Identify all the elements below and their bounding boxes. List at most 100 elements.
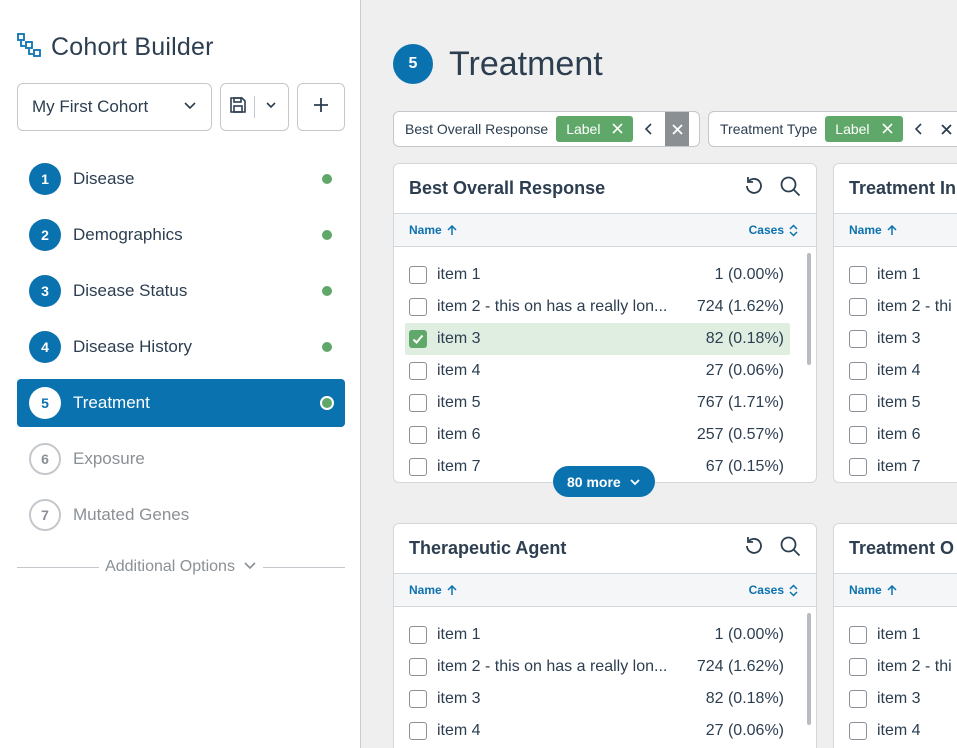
card-title: Best Overall Response	[409, 178, 606, 198]
step-mutated-genes[interactable]: 7 Mutated Genes	[17, 491, 345, 539]
scrollbar[interactable]	[807, 253, 811, 365]
list-item[interactable]: item 1	[834, 619, 957, 651]
checkbox[interactable]	[409, 298, 427, 316]
checkbox[interactable]	[849, 426, 867, 444]
list-item[interactable]: item 2 - thi	[834, 291, 957, 323]
step-demographics[interactable]: 2 Demographics	[17, 211, 345, 259]
checkbox[interactable]	[849, 722, 867, 740]
filter-chip-tag[interactable]: Label	[556, 116, 634, 142]
list-item[interactable]: item 2 - thi	[834, 651, 957, 683]
filter-chip-tag-label: Label	[566, 121, 601, 137]
list-item[interactable]: item 3 82 (0.18%)	[394, 683, 816, 715]
list-item[interactable]: item 1 1 (0.00%)	[394, 619, 816, 651]
list-item[interactable]: item 6	[834, 419, 957, 451]
chevron-left-icon[interactable]	[633, 123, 665, 135]
sort-by-name-button[interactable]: Name	[849, 223, 897, 237]
checkbox[interactable]	[849, 394, 867, 412]
show-more-button[interactable]: 80 more	[553, 466, 655, 497]
list-item[interactable]: item 4 27 (0.06%)	[394, 355, 816, 387]
checkbox-checked[interactable]	[409, 330, 427, 348]
step-exposure[interactable]: 6 Exposure	[17, 435, 345, 483]
checkbox[interactable]	[849, 362, 867, 380]
checkbox[interactable]	[849, 266, 867, 284]
list-item[interactable]: item 7	[834, 451, 957, 482]
filter-chip-tag[interactable]: Label	[825, 116, 903, 142]
step-number: 1	[29, 163, 61, 195]
list-item[interactable]: item 5	[834, 387, 957, 419]
reset-icon[interactable]	[743, 175, 765, 202]
save-options-button[interactable]	[255, 84, 288, 130]
list-item-selected[interactable]: item 3 82 (0.18%)	[405, 323, 790, 355]
checkbox[interactable]	[409, 626, 427, 644]
item-label: item 5	[437, 394, 481, 411]
step-number: 3	[29, 275, 61, 307]
sort-by-cases-button[interactable]: Cases	[749, 223, 798, 237]
list-item[interactable]: item 4 27 (0.06%)	[394, 715, 816, 747]
close-icon[interactable]	[612, 121, 624, 137]
sort-icon	[789, 583, 798, 597]
save-button[interactable]	[221, 84, 254, 130]
chevron-left-icon[interactable]	[903, 123, 935, 135]
list-item[interactable]: item 5 767 (1.71%)	[394, 387, 816, 419]
remove-filter-button[interactable]	[665, 112, 690, 146]
step-disease[interactable]: 1 Disease	[17, 155, 345, 203]
item-label: item 4	[437, 362, 481, 379]
checkbox[interactable]	[409, 394, 427, 412]
step-label: Exposure	[73, 449, 145, 468]
reset-icon[interactable]	[743, 535, 765, 562]
item-label: item 4	[877, 362, 921, 379]
checkbox[interactable]	[409, 690, 427, 708]
checkbox[interactable]	[409, 722, 427, 740]
step-treatment[interactable]: 5 Treatment	[17, 379, 345, 427]
list-item[interactable]: item 2 - this on has a really lon... 724…	[394, 291, 816, 323]
checkbox[interactable]	[849, 690, 867, 708]
step-disease-history[interactable]: 4 Disease History	[17, 323, 345, 371]
page-title: Treatment	[449, 44, 603, 83]
sort-by-name-button[interactable]: Name	[409, 223, 457, 237]
item-label: item 1	[437, 626, 481, 643]
sort-by-cases-button[interactable]: Cases	[749, 583, 798, 597]
search-icon[interactable]	[779, 535, 801, 562]
search-icon[interactable]	[779, 175, 801, 202]
checkbox[interactable]	[849, 298, 867, 316]
column-header: Name	[834, 214, 957, 247]
checkbox[interactable]	[409, 458, 427, 476]
page-header: 5 Treatment	[393, 44, 603, 84]
status-dot-icon	[322, 230, 332, 240]
close-icon[interactable]	[881, 121, 893, 137]
list-item[interactable]: item 1 1 (0.00%)	[394, 259, 816, 291]
save-icon	[229, 96, 247, 119]
list-item[interactable]: item 3	[834, 683, 957, 715]
list-item[interactable]: item 6 257 (0.57%)	[394, 419, 816, 451]
facet-list: item 1 item 2 - thi item 3 item 4	[834, 607, 957, 747]
checkbox[interactable]	[849, 626, 867, 644]
list-item[interactable]: item 3	[834, 323, 957, 355]
checkbox[interactable]	[849, 330, 867, 348]
list-item[interactable]: item 4	[834, 715, 957, 747]
step-disease-status[interactable]: 3 Disease Status	[17, 267, 345, 315]
step-number: 7	[29, 499, 61, 531]
checkbox[interactable]	[849, 458, 867, 476]
step-label: Disease	[73, 169, 135, 188]
list-item[interactable]: item 7 67 (0.15%)	[394, 451, 816, 482]
scrollbar[interactable]	[807, 613, 811, 725]
cohort-select[interactable]: My First Cohort	[17, 83, 212, 131]
checkbox[interactable]	[409, 266, 427, 284]
checkbox[interactable]	[849, 658, 867, 676]
item-count: 724 (1.62%)	[696, 298, 784, 315]
additional-options-toggle[interactable]: Additional Options	[99, 558, 263, 577]
list-item[interactable]: item 4	[834, 355, 957, 387]
add-cohort-button[interactable]	[297, 83, 345, 131]
checkbox[interactable]	[409, 658, 427, 676]
list-item[interactable]: item 2 - this on has a really lon... 724…	[394, 651, 816, 683]
cohort-select-value: My First Cohort	[32, 97, 149, 116]
item-label: item 5	[877, 394, 921, 411]
facet-card-best-overall-response: Best Overall Response Name Cases	[393, 163, 817, 483]
list-item[interactable]: item 1	[834, 259, 957, 291]
checkbox[interactable]	[409, 362, 427, 380]
checkbox[interactable]	[409, 426, 427, 444]
filter-chip-tag-label: Label	[835, 121, 870, 137]
sort-by-name-button[interactable]: Name	[409, 583, 457, 597]
sort-by-name-button[interactable]: Name	[849, 583, 897, 597]
remove-filter-button[interactable]	[934, 112, 957, 146]
